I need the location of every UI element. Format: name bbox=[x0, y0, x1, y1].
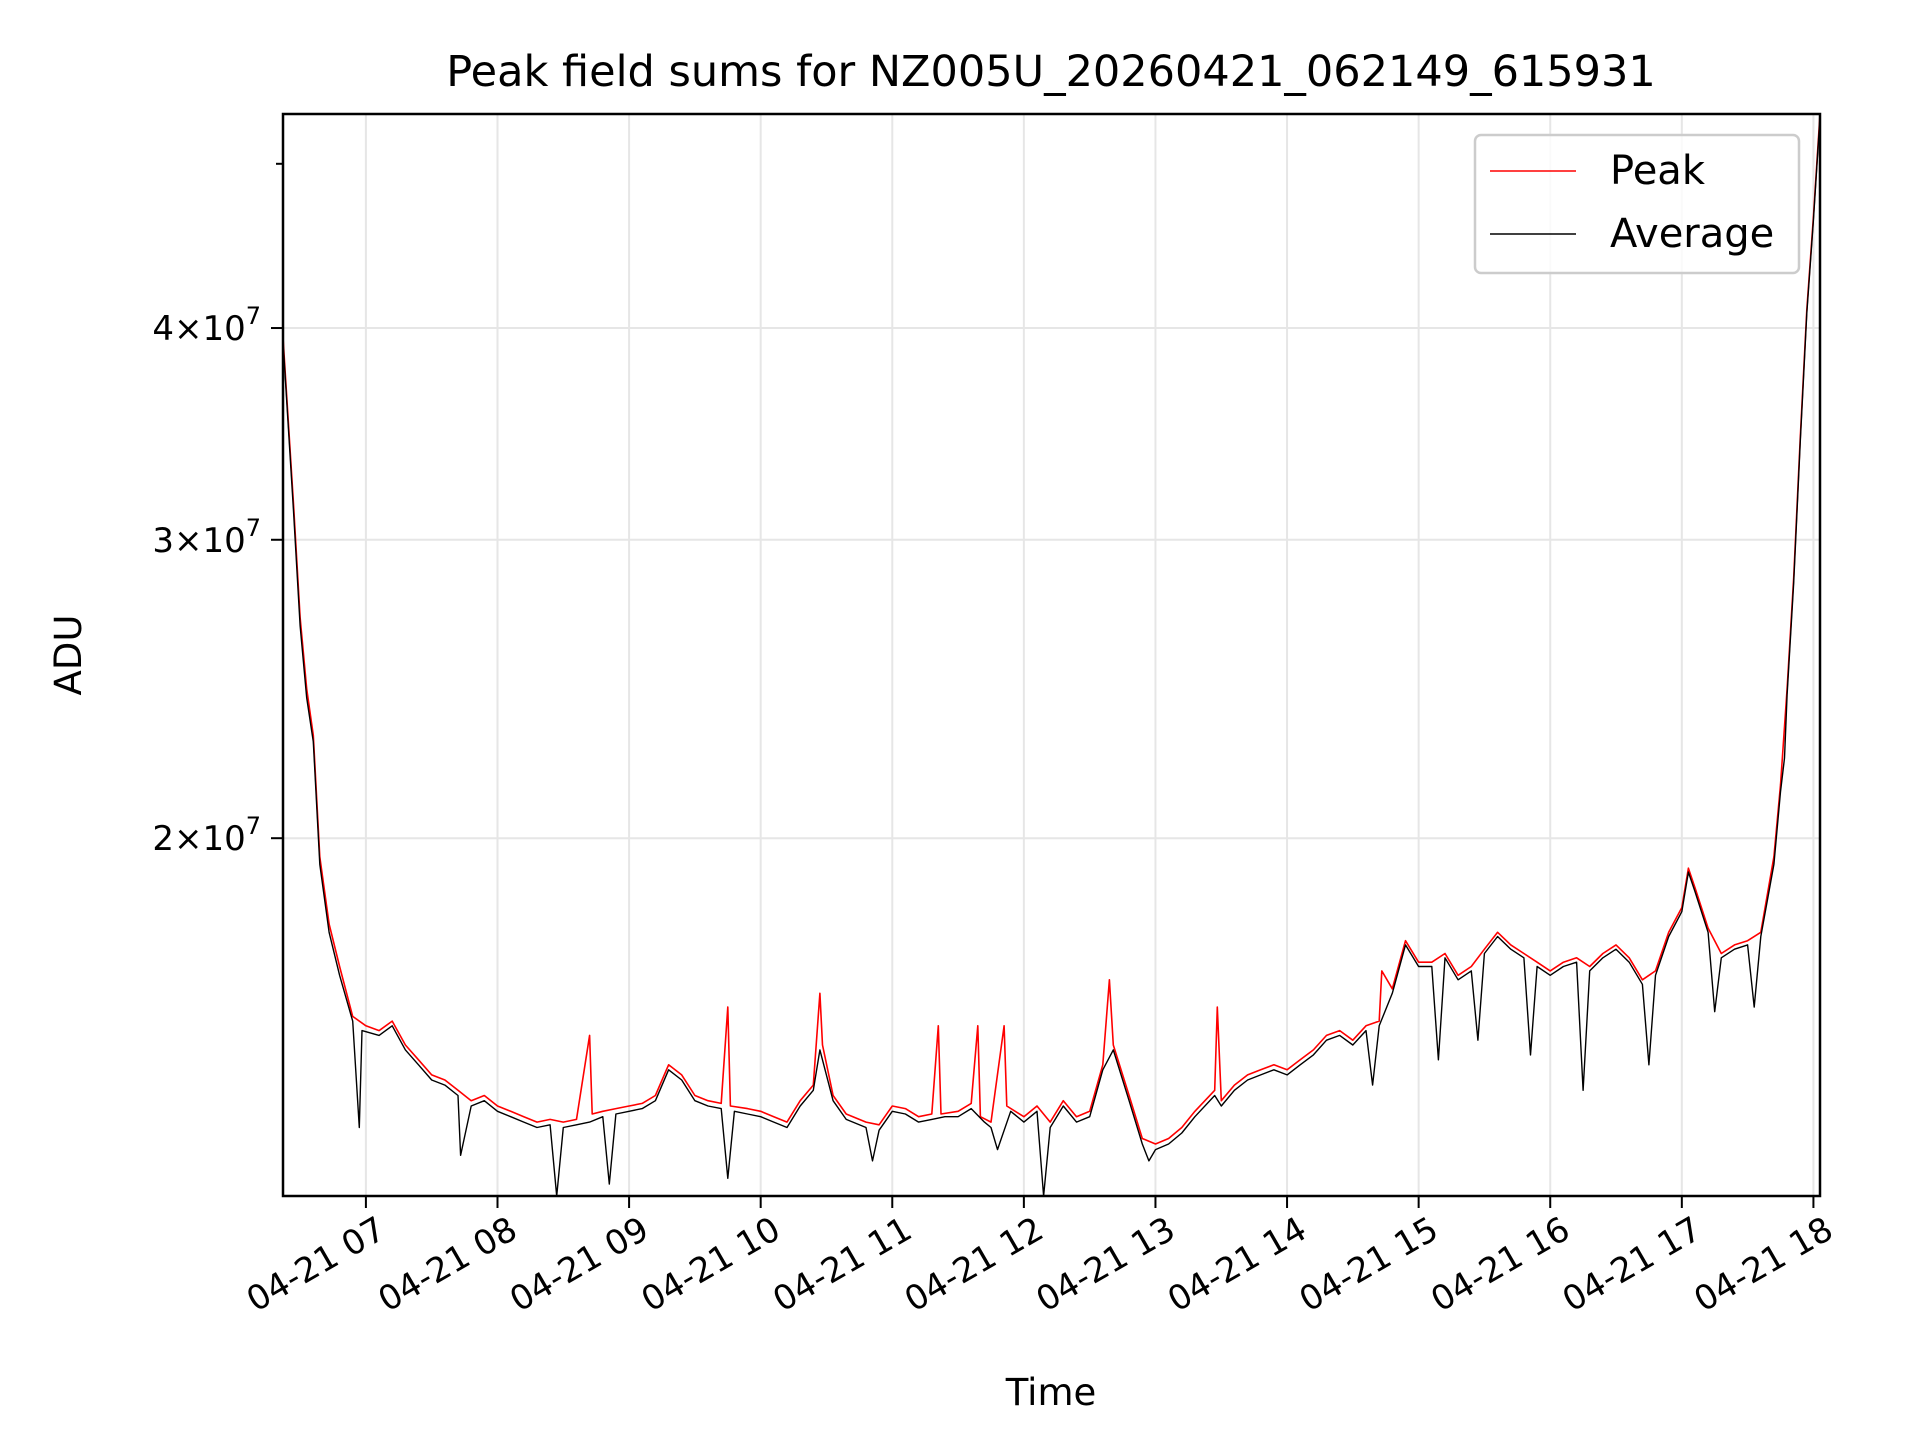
legend-label-peak: Peak bbox=[1610, 148, 1706, 194]
series-line-peak bbox=[282, 113, 1821, 1145]
y-axis-label: ADU bbox=[47, 615, 90, 696]
series-line-average bbox=[282, 116, 1821, 1197]
y-tick-label: 4×107 bbox=[152, 302, 261, 349]
y-tick-label: 3×107 bbox=[152, 514, 261, 561]
legend-label-average: Average bbox=[1610, 211, 1774, 257]
legend-box bbox=[1473, 133, 1801, 275]
legend: Peak Average bbox=[1473, 133, 1801, 275]
y-tick-label: 2×107 bbox=[152, 812, 261, 859]
series-layer bbox=[282, 113, 1821, 1197]
grid-lines bbox=[283, 114, 1820, 1196]
chart-title: Peak field sums for NZ005U_20260421_0621… bbox=[446, 47, 1655, 97]
x-axis-label: Time bbox=[1005, 1371, 1097, 1414]
plot-frame bbox=[281, 112, 1822, 1198]
